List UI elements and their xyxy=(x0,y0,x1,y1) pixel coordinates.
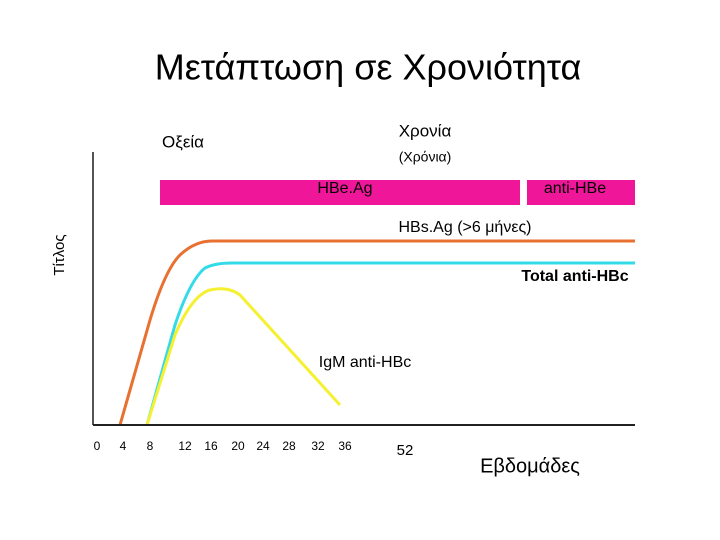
antihbe-bar xyxy=(527,180,635,205)
x-axis-label: Εβδομάδες xyxy=(480,455,580,477)
x-tick-label: 32 xyxy=(311,439,325,453)
x-tick-label: 36 xyxy=(338,439,352,453)
x-tick-label: 12 xyxy=(178,439,192,453)
hbeag-bar xyxy=(160,180,520,205)
title: Μετάπτωση σε Χρονιότητα xyxy=(155,47,582,88)
x-tick-label: 0 xyxy=(94,439,101,453)
x-tick-label: 20 xyxy=(231,439,245,453)
hbsag-label: HBs.Ag (>6 μήνες) xyxy=(399,219,532,236)
acute-label: Οξεία xyxy=(162,132,204,151)
chronic-label: Χρονία xyxy=(399,121,452,140)
hbeag-label: HBe.Ag xyxy=(317,180,372,197)
total-curve xyxy=(145,261,635,426)
x-tick-label: 16 xyxy=(204,439,218,453)
y-axis-label: Τίτλος xyxy=(51,234,68,275)
chronic-note: (Χρόνια) xyxy=(399,149,452,165)
x-tick-label: 24 xyxy=(256,439,270,453)
x-tick-label: 52 xyxy=(397,442,414,459)
x-tick-label: 28 xyxy=(282,439,296,453)
igm-curve xyxy=(145,287,342,426)
antihbe-label: anti-HBe xyxy=(544,180,606,197)
x-ticks: 0 4 8 12 16 20 24 28 32 36 52 xyxy=(94,439,414,459)
igm-label: IgM anti-HBc xyxy=(319,354,411,371)
x-tick-label: 4 xyxy=(120,439,127,453)
total-label: Total anti-HBc xyxy=(521,268,628,285)
x-tick-label: 8 xyxy=(147,439,154,453)
hbsag-curve xyxy=(118,239,635,426)
